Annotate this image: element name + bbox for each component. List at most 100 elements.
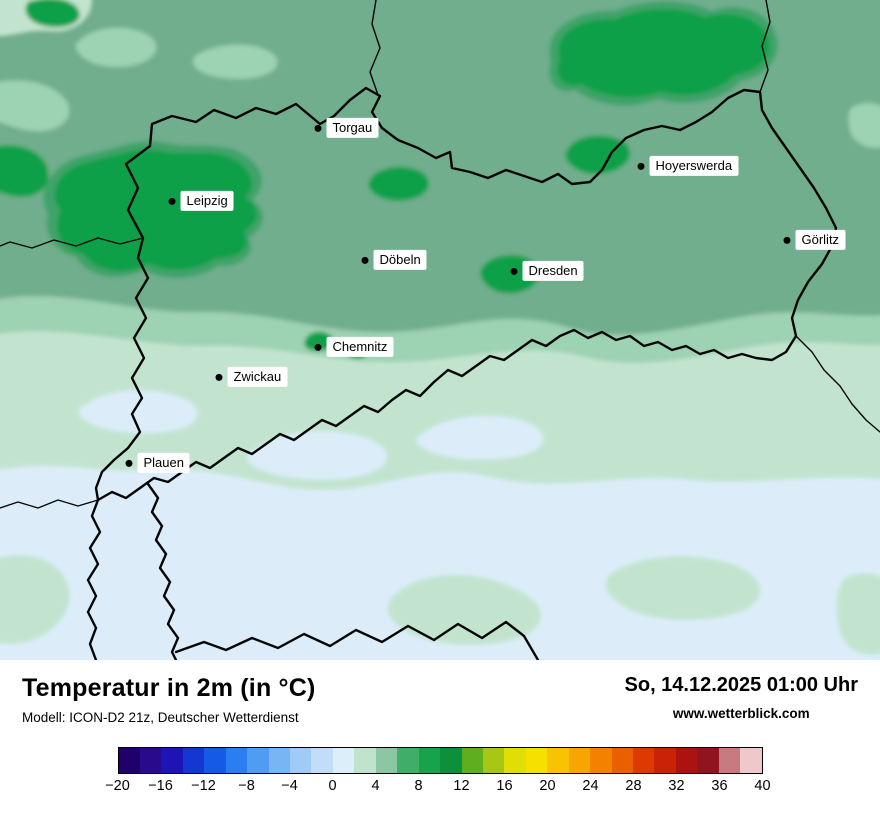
colorbar-tick: 4 (371, 778, 380, 794)
colorbar-tick: 24 (582, 778, 599, 794)
colorbar-segment (633, 748, 655, 773)
city-dot (125, 459, 133, 467)
colorbar-segment (547, 748, 569, 773)
region-pale-blue-blob (247, 431, 387, 480)
region-bright-green-blob (0, 145, 49, 197)
colorbar-segment (332, 748, 355, 773)
colorbar-segment (740, 748, 762, 773)
city-marker-leipzig: Leipzig (168, 190, 234, 212)
city-dot (314, 124, 322, 132)
region-bright-green-blob (304, 331, 334, 352)
region-pale-green-blob (387, 574, 541, 645)
region-pale-green-blob (836, 573, 880, 655)
colorbar-segment (225, 748, 248, 773)
city-label: Zwickau (227, 366, 288, 388)
colorbar-tick: 28 (625, 778, 642, 794)
colorbar-segment (611, 748, 633, 773)
city-dot (215, 373, 223, 381)
region-pale-green-blob (0, 554, 70, 644)
colorbar-segment (697, 748, 719, 773)
region-bright-green-blob (565, 135, 631, 175)
region-bright-green-blob (25, 0, 80, 28)
website-label: www.wetterblick.com (672, 706, 810, 721)
city-label: Torgau (326, 117, 379, 139)
city-marker-plauen: Plauen (125, 452, 190, 474)
city-label: Dresden (522, 260, 584, 282)
region-pale-green-blob (605, 556, 761, 620)
city-label: Görlitz (795, 229, 846, 251)
city-dot (314, 343, 322, 351)
datetime-label: So, 14.12.2025 01:00 Uhr (624, 674, 858, 696)
colorbar-segment (418, 748, 441, 773)
model-info: Modell: ICON-D2 21z, Deutscher Wetterdie… (22, 710, 299, 725)
colorbar-tick: 12 (453, 778, 470, 794)
colorbar-segment (675, 748, 698, 773)
neighbor-border-southeast (795, 335, 880, 433)
colorbar-segment (718, 748, 741, 773)
saxony-state-border (94, 86, 838, 502)
colorbar-tick: 40 (754, 778, 771, 794)
city-marker-gorlitz: Görlitz (783, 229, 846, 251)
colorbar-segment (654, 748, 676, 773)
city-dot (361, 256, 369, 264)
colorbar-tick: 16 (496, 778, 513, 794)
neighbor-border-southwest (0, 499, 99, 509)
footer-header: Temperatur in 2m (in °C) Modell: ICON-D2… (22, 674, 858, 725)
vogtland-border-east (146, 482, 180, 660)
city-label: Leipzig (180, 190, 234, 212)
colorbar-segment (461, 748, 483, 773)
region-bright-green-northeast (557, 8, 770, 98)
colorbar-segment (204, 748, 226, 773)
colorbar-segment (397, 748, 419, 773)
region-light-green-blob (848, 103, 880, 148)
border-layer (0, 0, 880, 660)
colorbar-segment (440, 748, 462, 773)
city-marker-dresden: Dresden (510, 260, 584, 282)
temperature-map-svg (0, 0, 880, 660)
city-label: Chemnitz (326, 336, 394, 358)
colorbar-tick: 36 (711, 778, 728, 794)
region-pale-blue-blob (78, 390, 198, 434)
city-marker-dobeln: Döbeln (361, 249, 427, 271)
colorbar-tick: −20 (105, 778, 130, 794)
colorbar-segment (118, 748, 140, 773)
colorbar-ticks: −20 −16 −12 −8 −4 0 4 8 12 16 20 24 28 32 36 40 (105, 778, 770, 798)
colorbar-tick: −12 (191, 778, 216, 794)
colorbar-tick: 32 (668, 778, 685, 794)
city-marker-zwickau: Zwickau (215, 366, 288, 388)
region-pale-blue-blob (416, 415, 544, 460)
vogtland-border-west (86, 498, 102, 660)
city-label: Hoyerswerda (649, 155, 739, 177)
colorbar-tick: 8 (414, 778, 423, 794)
colorbar-segment (525, 748, 548, 773)
colorbar-segment (182, 748, 205, 773)
colorbar-segment (268, 748, 290, 773)
colorbar-tick: −4 (281, 778, 298, 794)
colorbar-segment (482, 748, 505, 773)
colorbar-segment (290, 748, 312, 773)
colorbar-segment (504, 748, 526, 773)
footer: Temperatur in 2m (in °C) Modell: ICON-D2… (0, 660, 880, 830)
colorbar-segment (161, 748, 183, 773)
city-dot (168, 197, 176, 205)
colorbar-segment (247, 748, 269, 773)
city-marker-hoyerswerda: Hoyerswerda (637, 155, 739, 177)
region-light-green-blob (193, 44, 278, 79)
region-light-green-blob (0, 80, 70, 132)
title-block: Temperatur in 2m (in °C) Modell: ICON-D2… (22, 674, 316, 725)
city-layer: Torgau Hoyerswerda Leipzig Döbeln Dresden Gör… (125, 117, 846, 474)
colorbar-segment (139, 748, 162, 773)
city-dot (637, 162, 645, 170)
colorbar-tick: 20 (539, 778, 556, 794)
region-pale-blue-blob (92, 470, 191, 510)
colorbar-tick: −8 (238, 778, 255, 794)
weather-map: Torgau Hoyerswerda Leipzig Döbeln Dresden Gör… (0, 0, 880, 660)
colorbar-tick: 0 (328, 778, 337, 794)
colorbar-segment (375, 748, 398, 773)
city-marker-torgau: Torgau (314, 117, 379, 139)
colorbar-segment (590, 748, 612, 773)
city-marker-chemnitz: Chemnitz (314, 336, 394, 358)
colorbar-segment (354, 748, 376, 773)
page-title: Temperatur in 2m (in °C) (22, 674, 316, 702)
city-dot (783, 236, 791, 244)
